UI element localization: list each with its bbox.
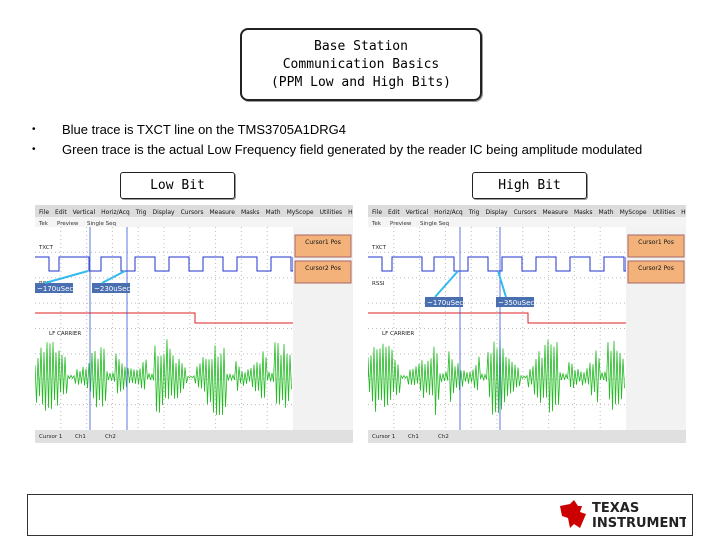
panel-label: Cursor1 Pos [638, 239, 674, 246]
ti-logo: TEXAS INSTRUMENTS [560, 500, 686, 531]
menu-item: Measure [542, 209, 568, 216]
marker-arrow [497, 270, 507, 298]
marker-box [425, 297, 463, 307]
panel-label: Cursor2 Pos [305, 265, 341, 272]
scope-screenshot: File Edit Vertical Horiz/Acq Trig Display Curs… [368, 205, 686, 443]
scope-label: Low Bit [120, 172, 235, 199]
marker-box [496, 297, 534, 307]
menu-item: MyScope [287, 209, 314, 216]
footer-text: Ch2 [105, 434, 116, 440]
ti-logo-shape [560, 500, 586, 528]
menu-item: Math [599, 209, 614, 216]
marker-box [92, 283, 130, 293]
menu-item: Help [681, 209, 686, 216]
footer-text: Cursor 1 [39, 434, 62, 440]
menu-item: Vertical [406, 209, 429, 216]
menu-item: Horiz/Acq [101, 209, 130, 216]
menu-item: Masks [574, 209, 593, 216]
marker-label: ~170uSec [37, 285, 73, 293]
menu-item: Display [152, 209, 175, 216]
panel-label: Cursor1 Pos [305, 239, 341, 246]
menu-item: Math [266, 209, 281, 216]
channel-label: RSSI [372, 281, 385, 287]
channel-label: LF CARRIER [382, 331, 414, 337]
scope-label: High Bit [472, 172, 587, 199]
footer-text: Ch1 [408, 434, 419, 440]
status-text: Preview [57, 221, 79, 227]
menu-item: MyScope [620, 209, 647, 216]
lf-carrier-trace [368, 339, 625, 415]
txct-trace [35, 256, 294, 272]
marker-label: ~170uSec [427, 299, 463, 307]
menu-item: Measure [209, 209, 235, 216]
bullet: Blue trace is TXCT line on the TMS3705A1… [30, 120, 642, 140]
channel-label: LF CARRIER [49, 331, 81, 337]
status-text: Tek [38, 221, 49, 227]
menu-item: File [39, 209, 49, 216]
bullet-list: Blue trace is TXCT line on the TMS3705A1… [30, 120, 642, 160]
title-box: Base Station Communication Basics (PPM L… [240, 28, 482, 101]
marker-label: ~350uSec [498, 299, 534, 307]
menu-item: Utilities [653, 209, 676, 216]
menu-item: Utilities [320, 209, 343, 216]
panel-button [294, 260, 352, 284]
footer-box [27, 494, 693, 536]
menu-item: Masks [241, 209, 260, 216]
logo-text: TEXAS [592, 501, 639, 516]
menu-item: Cursors [514, 209, 537, 216]
bullet: Green trace is the actual Low Frequency … [30, 140, 642, 160]
bottom-bar [368, 430, 686, 443]
status-text: Tek [371, 221, 382, 227]
panel-button [627, 234, 685, 258]
menu-item: File [372, 209, 382, 216]
menu-item: Help [348, 209, 353, 216]
title-line: (PPM Low and High Bits) [270, 75, 451, 90]
menu-item: Vertical [73, 209, 96, 216]
marker-arrow [434, 270, 459, 298]
title-line: Base Station [314, 39, 408, 54]
status-text: Preview [390, 221, 412, 227]
footer-text: Ch1 [75, 434, 86, 440]
marker-label: ~230uSec [94, 285, 130, 293]
marker-box [35, 283, 73, 293]
menu-item: Display [485, 209, 508, 216]
panel-button [294, 234, 352, 258]
panel-label: Cursor2 Pos [638, 265, 674, 272]
menu-bar [35, 205, 353, 217]
menu-item: Edit [55, 209, 67, 216]
rssi-trace [368, 312, 626, 324]
channel-label: TXCT [38, 245, 54, 251]
title-line: Communication Basics [282, 57, 440, 72]
footer-text: Ch2 [438, 434, 449, 440]
txct-trace [368, 256, 627, 272]
status-bar [368, 217, 686, 227]
bottom-bar [35, 430, 353, 443]
rssi-trace [35, 312, 293, 324]
marker-arrow [44, 270, 89, 284]
marker-arrow [101, 270, 126, 284]
channel-label: TXCT [371, 245, 387, 251]
menu-item: Trig [468, 209, 480, 216]
status-text: Single Seq [420, 221, 449, 227]
menu-item: Edit [388, 209, 400, 216]
status-bar [35, 217, 353, 227]
lf-carrier-trace [35, 339, 292, 416]
footer-text: Cursor 1 [372, 434, 395, 440]
menu-item: Cursors [181, 209, 204, 216]
logo-text: INSTRUMENTS [592, 516, 686, 531]
menu-bar [368, 205, 686, 217]
scope-screenshot: File Edit Vertical Horiz/Acq Trig Display Curs… [35, 205, 353, 443]
menu-item: Trig [135, 209, 147, 216]
panel-button [627, 260, 685, 284]
status-text: Single Seq [87, 221, 116, 227]
menu-item: Horiz/Acq [434, 209, 463, 216]
